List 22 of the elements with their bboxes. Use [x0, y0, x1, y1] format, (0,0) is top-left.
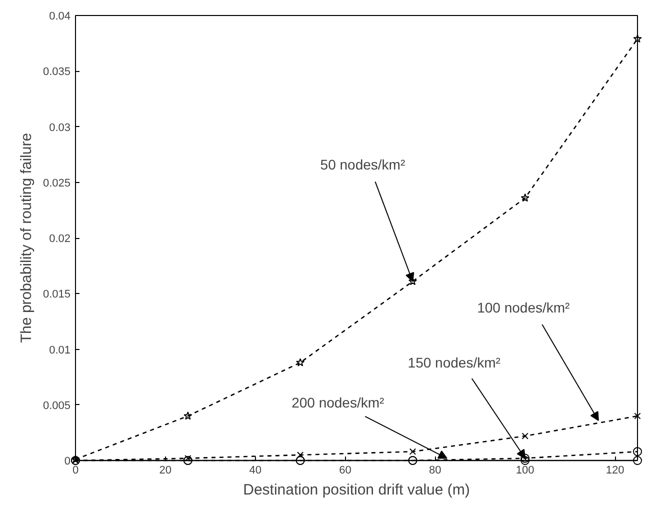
x-tick-label: 60: [339, 464, 352, 476]
y-axis-title: The probability of routing failure: [18, 132, 35, 344]
y-tick-label: 0.025: [42, 177, 71, 190]
x-tick-label: 20: [159, 464, 172, 476]
annotation: 100 nodes/km²: [477, 299, 570, 316]
x-tick-label: 0: [72, 464, 79, 476]
y-tick-label: 0.01: [49, 344, 71, 356]
annotation: 200 nodes/km²: [292, 394, 385, 410]
annotation: 50 nodes/km²: [320, 156, 406, 172]
x-tick-label: 100: [516, 464, 534, 476]
y-tick-label: 0.03: [49, 122, 71, 134]
x-axis-title: Destination position drift value (m): [243, 482, 470, 498]
x-tick-label: 40: [249, 464, 262, 476]
y-tick-label: 0.04: [49, 10, 71, 22]
y-tick-label: 0.005: [42, 400, 71, 412]
x-tick-label: 80: [429, 464, 442, 476]
annotation: 150 nodes/km²: [408, 354, 501, 370]
y-tick-label: 0.02: [49, 233, 71, 245]
y-tick-label: 0.015: [42, 288, 71, 301]
y-tick-label: 0: [64, 456, 71, 468]
x-tick-label: 120: [606, 464, 624, 476]
y-tick-label: 0.035: [42, 66, 71, 78]
